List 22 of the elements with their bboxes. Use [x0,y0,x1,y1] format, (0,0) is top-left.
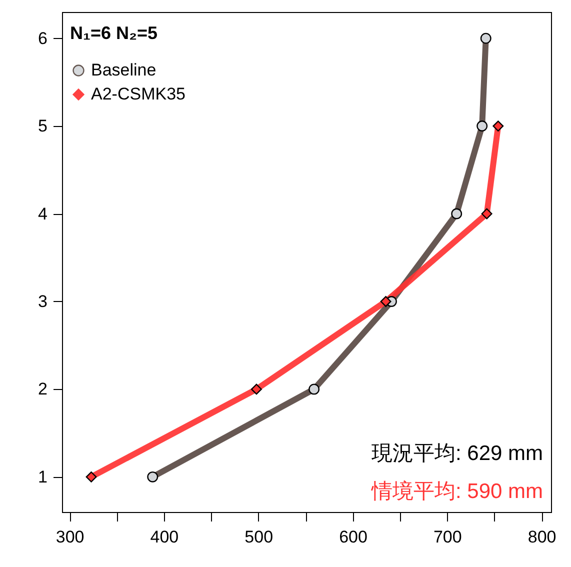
point [250,384,262,395]
x-tick-label: 700 [433,528,462,546]
annotation: 現況平均: 629 mm [371,442,543,465]
x-tick-label: 600 [339,528,368,546]
point [492,120,504,132]
annotation: 情境平均: 590 mm [370,480,543,503]
annotation: N₁=6 N₂=5 [70,23,158,43]
point [380,296,392,307]
x-tick-label: 800 [528,528,556,546]
legend-label: A2-CSMK35 [91,84,186,104]
legend-label: Baseline [91,60,156,80]
point [86,471,97,482]
x-tick-label: 500 [244,528,274,546]
y-tick-label: 2 [38,380,48,399]
point [481,208,492,220]
x-tick-label: 400 [150,528,179,546]
y-tick-label: 6 [38,28,48,48]
y-tick-label: 4 [38,204,48,224]
y-tick-label: 1 [38,467,48,486]
y-tick-label: 5 [38,116,48,136]
x-tick-label: 300 [56,528,84,546]
y-tick-label: 3 [38,292,48,311]
